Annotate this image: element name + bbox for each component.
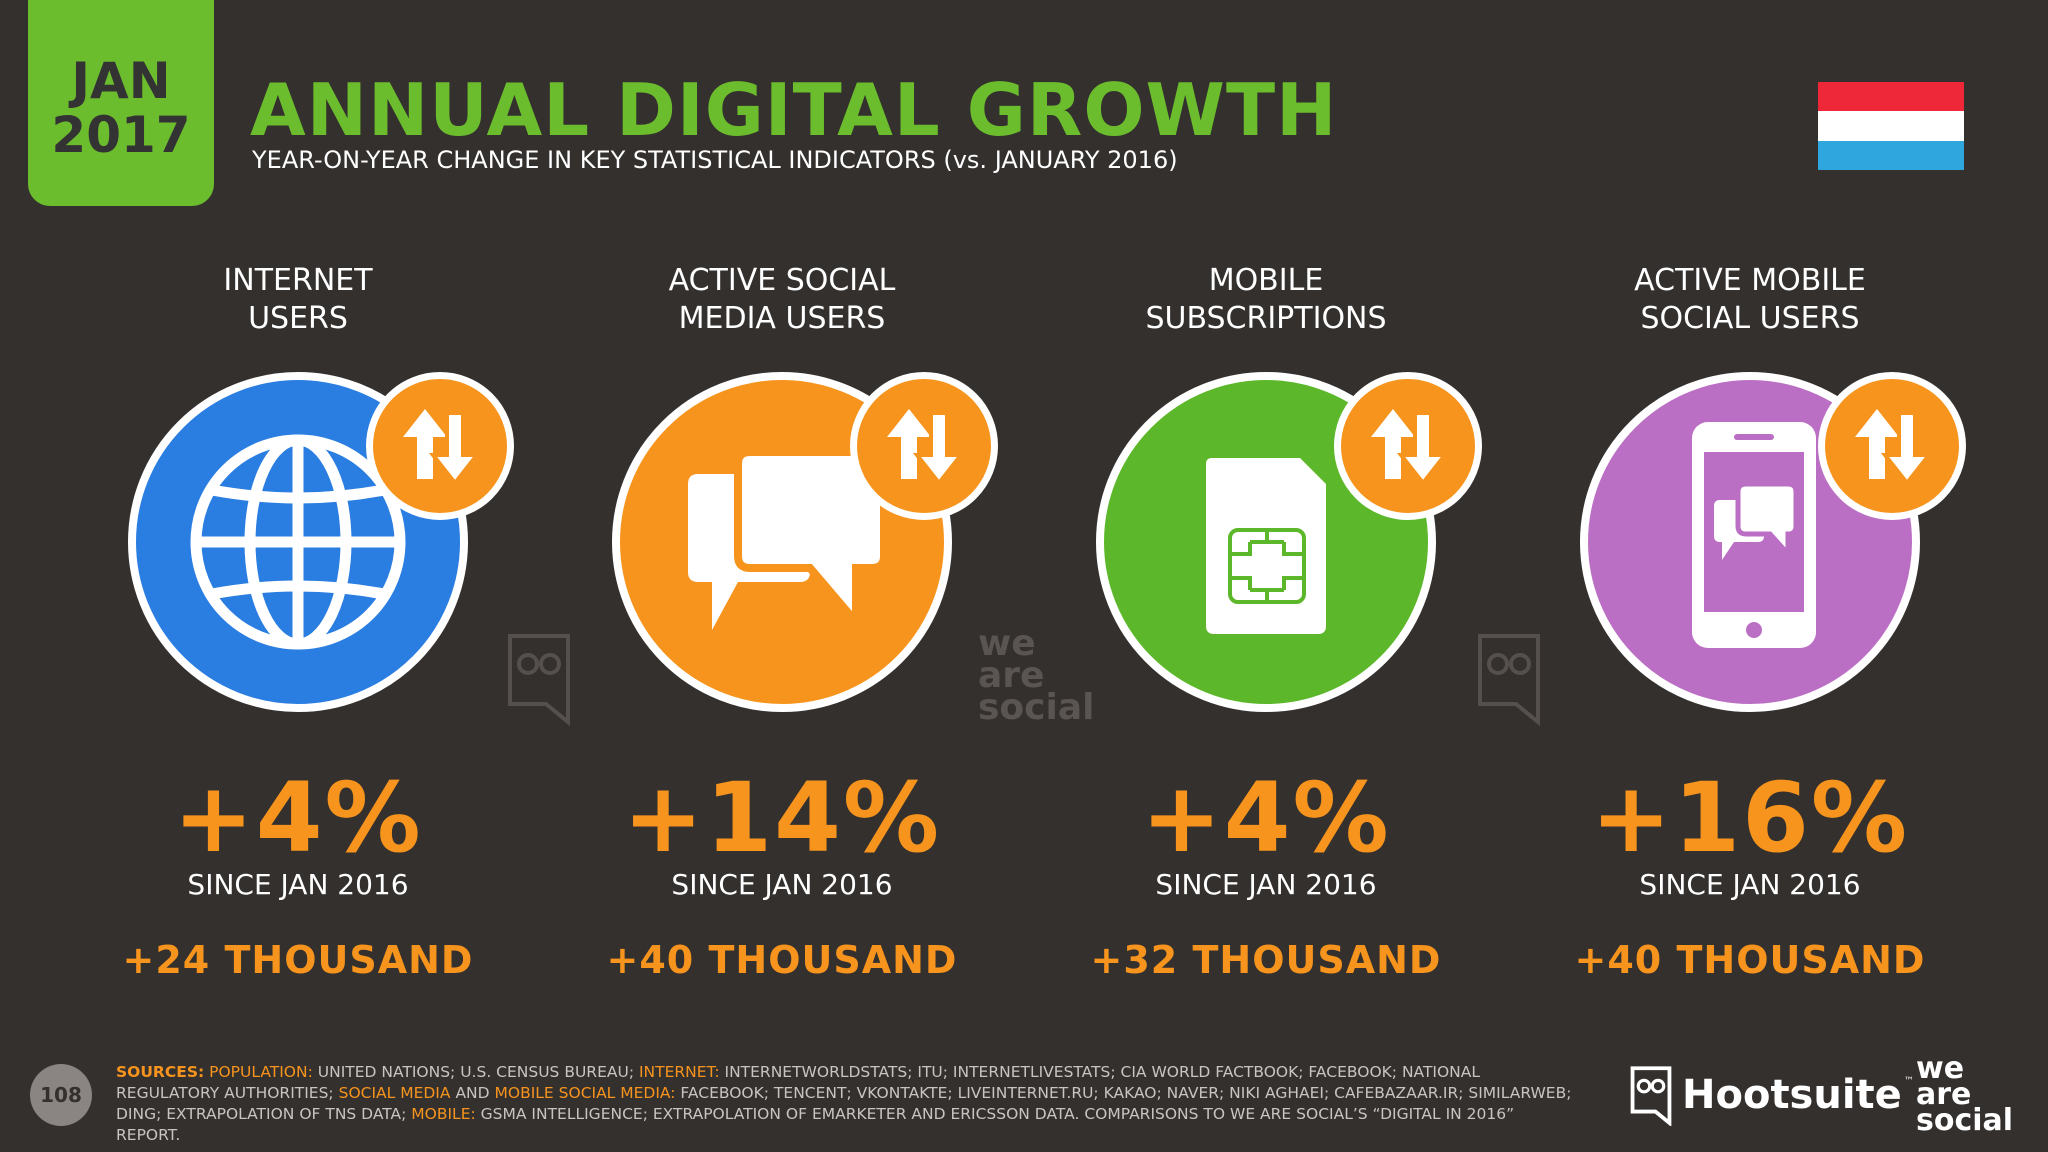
stat-percent: +4% <box>1141 762 1391 874</box>
stat-label-line2: USERS <box>248 301 348 336</box>
stat-column-active-social-media-users: ACTIVE SOCIAL MEDIA USERS +14% SINCE JAN… <box>572 262 998 1002</box>
stat-since: SINCE JAN 2016 <box>187 868 409 901</box>
logo-line: we <box>1916 1051 1965 1086</box>
stat-since: SINCE JAN 2016 <box>1155 868 1377 901</box>
watermark-line: social <box>978 687 1095 728</box>
stat-label-line2: SUBSCRIPTIONS <box>1145 301 1387 336</box>
stat-absolute: +32 THOUSAND <box>1090 938 1442 982</box>
logo-line: social <box>1916 1103 2014 1138</box>
watermark-line: are <box>978 655 1045 696</box>
source-internet: INTERNETWORLDSTATS; ITU; INTERNETLIVESTA… <box>116 1063 1481 1102</box>
date-badge: JAN 2017 <box>28 0 214 206</box>
flag-stripe-blue <box>1818 140 1964 170</box>
page-title: ANNUAL DIGITAL GROWTH <box>250 68 1338 152</box>
luxembourg-flag-icon <box>1818 82 1964 170</box>
date-year: 2017 <box>51 106 191 164</box>
hootsuite-logo: Hootsuite ™ <box>1630 1062 1914 1128</box>
stat-column-active-mobile-social-users: ACTIVE MOBILE SOCIAL USERS +16% SINCE JA… <box>1540 262 1966 1002</box>
sources-text: SOURCES: POPULATION: UNITED NATIONS; U.S… <box>116 1062 1576 1146</box>
logo-line: are <box>1916 1077 1972 1112</box>
stat-label: MOBILE SUBSCRIPTIONS <box>1056 262 1476 338</box>
page-subtitle: YEAR-ON-YEAR CHANGE IN KEY STATISTICAL I… <box>252 146 1178 174</box>
source-mobile-label: MOBILE: <box>411 1105 476 1123</box>
hootsuite-owl-icon <box>1630 1066 1672 1126</box>
hootsuite-owl-watermark-icon <box>508 634 570 726</box>
source-population: UNITED NATIONS; U.S. CENSUS BUREAU; <box>317 1063 635 1081</box>
stat-percent: +14% <box>622 762 942 874</box>
source-mobile-social-label: MOBILE SOCIAL MEDIA: <box>494 1084 676 1102</box>
watermark-line: we <box>978 623 1036 664</box>
hootsuite-wordmark: Hootsuite <box>1682 1072 1902 1118</box>
source-social: FACEBOOK; TENCENT; VKONTAKTE; LIVEINTERN… <box>116 1084 1572 1123</box>
source-population-label: POPULATION: <box>209 1063 313 1081</box>
stat-label: INTERNET USERS <box>88 262 508 338</box>
stat-absolute: +40 THOUSAND <box>606 938 958 982</box>
flag-stripe-white <box>1818 111 1964 141</box>
globe-icon <box>190 434 406 650</box>
stat-label-line2: SOCIAL USERS <box>1640 301 1860 336</box>
source-and: AND <box>455 1084 490 1102</box>
up-down-arrows-icon <box>1818 372 1966 520</box>
hootsuite-owl-watermark-icon <box>1478 634 1540 726</box>
we-are-social-logo: we are social <box>1916 1051 2014 1138</box>
source-internet-label: INTERNET: <box>638 1063 720 1081</box>
stat-label-line1: MOBILE <box>1208 263 1324 298</box>
stat-absolute: +40 THOUSAND <box>1574 938 1926 982</box>
source-social-label: SOCIAL MEDIA <box>338 1084 451 1102</box>
stat-absolute: +24 THOUSAND <box>122 938 474 982</box>
stat-label: ACTIVE SOCIAL MEDIA USERS <box>572 262 992 338</box>
we-are-social-watermark: we are social <box>978 623 1095 728</box>
stat-percent: +4% <box>173 762 423 874</box>
sim-card-icon <box>1206 458 1326 634</box>
stat-since: SINCE JAN 2016 <box>1639 868 1861 901</box>
stat-percent: +16% <box>1590 762 1910 874</box>
up-down-arrows-icon <box>1334 372 1482 520</box>
speech-bubbles-icon <box>688 448 888 633</box>
page-number: 108 <box>30 1064 92 1126</box>
flag-stripe-red <box>1818 82 1964 112</box>
stat-since: SINCE JAN 2016 <box>671 868 893 901</box>
stat-label-line1: ACTIVE MOBILE <box>1634 263 1866 298</box>
hootsuite-trademark: ™ <box>1903 1076 1914 1087</box>
stat-column-internet-users: INTERNET USERS +4% SINCE JAN 2016 +24 TH… <box>88 262 514 1002</box>
up-down-arrows-icon <box>850 372 998 520</box>
stat-label: ACTIVE MOBILE SOCIAL USERS <box>1540 262 1960 338</box>
up-down-arrows-icon <box>366 372 514 520</box>
source-mobile: GSMA INTELLIGENCE; EXTRAPOLATION OF EMAR… <box>116 1105 1515 1144</box>
stat-label-line2: MEDIA USERS <box>678 301 886 336</box>
stat-label-line1: INTERNET <box>223 263 373 298</box>
date-month: JAN <box>71 52 171 110</box>
sources-label: SOURCES: <box>116 1063 205 1081</box>
stat-label-line1: ACTIVE SOCIAL <box>668 263 896 298</box>
stat-column-mobile-subscriptions: MOBILE SUBSCRIPTIONS +4% SINCE JAN 2016 … <box>1056 262 1482 1002</box>
mobile-chat-icon <box>1692 422 1816 648</box>
